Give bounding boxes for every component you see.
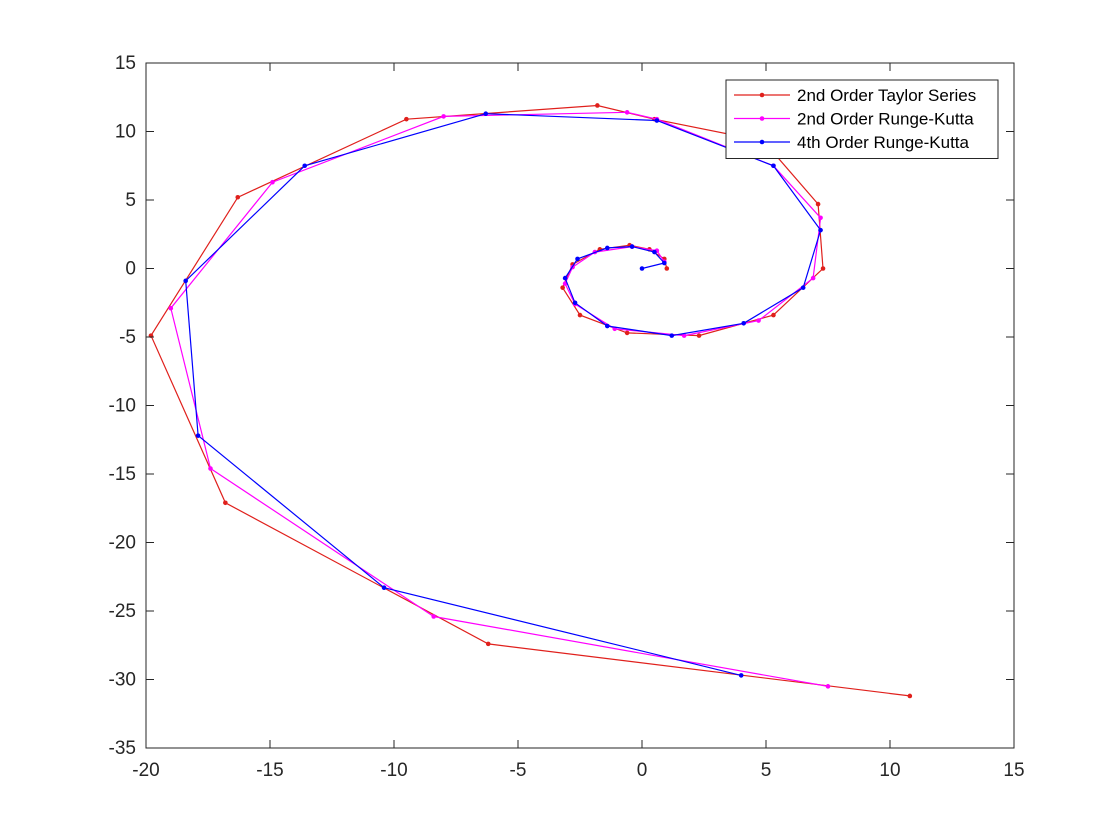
y-tick-label: -30 — [109, 670, 136, 691]
x-tick-label: 10 — [879, 760, 900, 781]
data-point — [223, 500, 228, 506]
data-point — [738, 673, 744, 678]
data-point — [639, 266, 645, 271]
legend-label: 2nd Order Runge-Kutta — [797, 110, 974, 129]
data-point — [800, 285, 806, 290]
axes: -20 -15 -10 -5 0 5 10 15 -35 -30 -25 -20 -15 -10 -5 0 5… — [109, 53, 1025, 781]
x-tick-label: -5 — [510, 760, 527, 781]
x-tick-label: 15 — [1003, 760, 1024, 781]
y-tick-label: 15 — [115, 53, 136, 74]
data-point — [654, 118, 660, 123]
x-tick-label: -10 — [380, 760, 407, 781]
data-point — [681, 333, 687, 338]
legend-label: 4th Order Runge-Kutta — [797, 133, 970, 152]
data-point — [431, 614, 436, 619]
data-point — [669, 333, 675, 338]
data-point — [208, 466, 213, 471]
data-point — [235, 194, 241, 200]
series-3 — [183, 111, 823, 678]
legend-item: 2nd Order Runge-Kutta — [734, 110, 974, 129]
legend-swatch-marker — [759, 116, 765, 121]
data-point — [907, 693, 913, 699]
data-point — [604, 323, 610, 329]
y-tick-label: 0 — [125, 259, 136, 280]
legend: 2nd Order Taylor Series 2nd Order Runge-K… — [725, 79, 999, 159]
x-axis-ticks: -20 -15 -10 -5 0 5 10 15 — [132, 63, 1025, 781]
data-point — [771, 312, 776, 318]
data-point — [820, 266, 826, 271]
data-point — [825, 684, 831, 689]
x-tick-label: -15 — [256, 760, 283, 781]
y-axis-ticks: -35 -30 -25 -20 -15 -10 -5 0 5 10 15 — [109, 53, 1014, 759]
data-point — [818, 227, 823, 233]
y-tick-label: -5 — [119, 327, 136, 348]
data-point — [771, 163, 776, 169]
y-tick-label: -20 — [109, 533, 136, 554]
data-point — [404, 116, 409, 122]
data-point — [662, 260, 667, 266]
data-point — [483, 111, 489, 116]
data-point — [195, 433, 201, 438]
data-point — [664, 266, 670, 271]
x-tick-label: -20 — [132, 760, 159, 781]
x-tick-label: 5 — [761, 760, 772, 781]
data-point — [595, 103, 600, 108]
data-point — [577, 312, 583, 318]
y-tick-label: 5 — [125, 190, 136, 211]
data-point — [652, 249, 657, 255]
data-point — [302, 163, 308, 169]
x-tick-label: 0 — [637, 760, 648, 781]
legend-swatch-marker — [759, 139, 765, 145]
y-tick-label: 10 — [115, 122, 136, 143]
legend-swatch-marker — [759, 92, 765, 98]
data-point — [741, 321, 746, 326]
data-point — [575, 256, 580, 262]
data-point — [815, 201, 821, 207]
y-tick-label: -25 — [109, 601, 136, 622]
data-point — [572, 300, 578, 306]
legend-box — [725, 79, 999, 159]
y-tick-label: -10 — [109, 396, 136, 417]
legend-item: 2nd Order Taylor Series — [734, 86, 976, 105]
data-point — [562, 275, 568, 281]
data-point — [270, 179, 275, 185]
data-point — [604, 245, 610, 251]
data-point — [818, 215, 823, 221]
legend-item: 4th Order Runge-Kutta — [734, 133, 970, 152]
data-point — [381, 585, 387, 591]
data-point — [560, 285, 565, 290]
plot-series — [148, 103, 913, 699]
data-point — [624, 330, 630, 336]
y-tick-label: -15 — [109, 464, 136, 485]
data-point — [441, 114, 446, 119]
data-point — [810, 275, 816, 281]
data-point — [629, 244, 635, 249]
legend-label: 2nd Order Taylor Series — [797, 86, 976, 105]
y-tick-label: -35 — [109, 738, 136, 759]
data-point — [624, 110, 630, 115]
data-point — [485, 641, 491, 647]
data-point — [696, 333, 702, 338]
data-point — [183, 278, 188, 284]
data-point — [168, 305, 174, 311]
data-point — [756, 318, 761, 323]
